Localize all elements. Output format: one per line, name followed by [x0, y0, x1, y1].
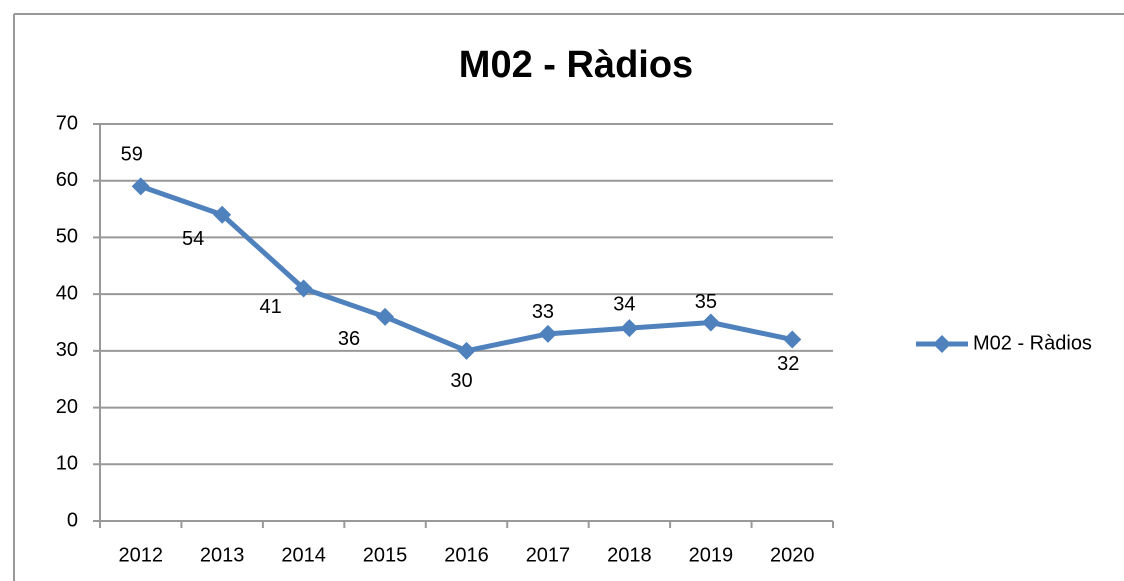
x-tick-label: 2014 [281, 544, 326, 566]
x-tick-label: 2020 [770, 544, 815, 566]
y-tick-label: 70 [56, 112, 78, 134]
marker [213, 205, 232, 224]
marker [620, 319, 639, 338]
data-label: 59 [121, 144, 143, 166]
x-tick-label: 2016 [444, 544, 489, 566]
y-tick-label: 0 [67, 509, 78, 531]
y-tick-label: 10 [56, 453, 78, 475]
x-tick-label: 2017 [526, 544, 571, 566]
y-tick-label: 50 [56, 226, 78, 248]
legend-label: M02 - Ràdios [973, 332, 1092, 354]
marker [294, 279, 313, 298]
marker [783, 330, 802, 349]
x-tick-label: 2013 [200, 544, 245, 566]
y-tick-label: 60 [56, 169, 78, 191]
y-tick-label: 30 [56, 339, 78, 361]
marker [701, 313, 720, 332]
x-tick-label: 2015 [363, 544, 408, 566]
data-label: 54 [182, 228, 204, 250]
y-tick-label: 20 [56, 396, 78, 418]
y-tick-label: 40 [56, 282, 78, 304]
data-label: 32 [777, 353, 799, 375]
data-label: 30 [450, 370, 472, 392]
marker [131, 177, 150, 196]
x-tick-label: 2012 [118, 544, 163, 566]
marker [538, 324, 557, 343]
marker [457, 341, 476, 360]
x-tick-label: 2019 [689, 544, 734, 566]
data-label: 34 [613, 293, 635, 315]
data-label: 36 [338, 328, 360, 350]
data-label: 33 [532, 301, 554, 323]
chart-title: M02 - Ràdios [459, 44, 693, 86]
x-tick-label: 2018 [607, 544, 652, 566]
legend-marker [933, 335, 951, 353]
data-label: 35 [695, 291, 717, 313]
data-label: 41 [259, 296, 281, 318]
marker [376, 307, 395, 326]
